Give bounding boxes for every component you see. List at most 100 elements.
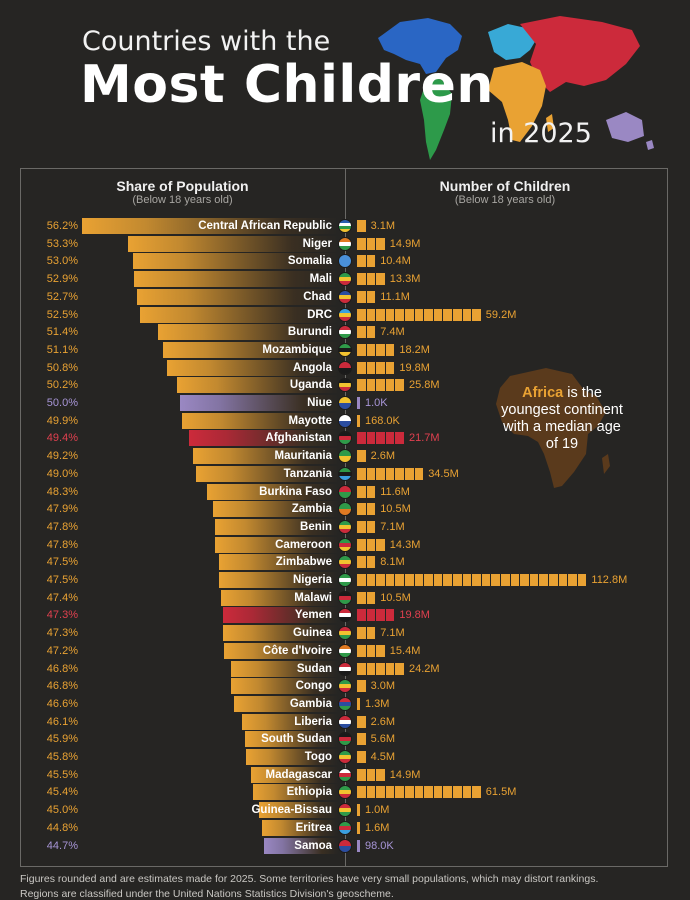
title-line-3: in 2025 bbox=[490, 118, 592, 149]
children-bar-block bbox=[414, 574, 424, 586]
country-name: Burundi bbox=[287, 326, 332, 339]
flag-icon bbox=[339, 273, 351, 286]
flag-icon bbox=[339, 821, 351, 834]
country-name: Cameroon bbox=[275, 538, 332, 551]
table-row: 53.3% Niger 14.9M bbox=[0, 235, 690, 252]
country-name: Guinea bbox=[293, 627, 332, 640]
table-row: 51.1% Mozambique 18.2M bbox=[0, 341, 690, 358]
children-label: 61.5M bbox=[485, 786, 517, 799]
table-row: 47.4% Malawi 10.5M bbox=[0, 589, 690, 606]
table-row: 46.1% Liberia 2.6M bbox=[0, 713, 690, 730]
flag-icon bbox=[339, 768, 351, 781]
children-bar-block bbox=[376, 237, 385, 250]
children-bar bbox=[357, 804, 360, 817]
children-bar-block bbox=[366, 273, 376, 286]
country-name: Mali bbox=[309, 273, 332, 286]
children-bar-block bbox=[366, 644, 376, 657]
country-name: Samoa bbox=[294, 839, 332, 852]
children-bar-block bbox=[357, 361, 366, 374]
children-bar-block bbox=[357, 538, 366, 551]
children-bar-block bbox=[424, 308, 433, 321]
country-name: Niger bbox=[302, 237, 332, 250]
share-label: 47.2% bbox=[46, 644, 78, 657]
share-bar bbox=[134, 271, 338, 288]
children-bar bbox=[357, 839, 360, 852]
children-bar-block bbox=[366, 308, 376, 321]
table-row: 47.5% Zimbabwe 8.1M bbox=[0, 554, 690, 571]
children-bar bbox=[357, 821, 360, 834]
table-row: 48.3% Burkina Faso 11.6M bbox=[0, 483, 690, 500]
flag-icon bbox=[339, 361, 351, 374]
children-bar-block bbox=[462, 786, 472, 799]
share-label: 47.3% bbox=[46, 609, 78, 622]
children-bar-block bbox=[376, 574, 385, 586]
share-label: 46.8% bbox=[46, 662, 78, 675]
footer-note-2: Regions are classified under the United … bbox=[20, 888, 394, 900]
flag-icon bbox=[339, 326, 351, 339]
children-bar-block bbox=[366, 326, 376, 339]
children-bar-block bbox=[405, 467, 414, 480]
children-bar-block bbox=[376, 308, 385, 321]
country-name: Yemen bbox=[294, 609, 332, 622]
table-row: 52.7% Chad 11.1M bbox=[0, 288, 690, 305]
children-bar-block bbox=[472, 308, 481, 321]
children-bar-block bbox=[357, 520, 366, 533]
children-label: 5.6M bbox=[370, 733, 396, 746]
table-row: 44.7% Samoa 98.0K bbox=[0, 837, 690, 854]
children-bar-block bbox=[357, 503, 366, 516]
flag-icon bbox=[339, 662, 351, 675]
children-bar-block bbox=[376, 609, 385, 622]
share-label: 45.5% bbox=[46, 768, 78, 781]
country-name: Mozambique bbox=[262, 343, 332, 356]
children-bar-block bbox=[376, 467, 385, 480]
share-bar bbox=[137, 288, 338, 305]
children-bar-block bbox=[357, 432, 366, 445]
flag-icon bbox=[339, 733, 351, 746]
children-label: 18.2M bbox=[399, 343, 430, 356]
table-row: 49.4% Afghanistan 21.7M bbox=[0, 430, 690, 447]
children-bar-block bbox=[357, 680, 366, 693]
children-label: 24.2M bbox=[409, 662, 440, 675]
share-label: 50.8% bbox=[46, 361, 78, 374]
share-bar bbox=[222, 625, 338, 642]
children-bar-block bbox=[366, 786, 376, 799]
flag-icon bbox=[339, 786, 351, 799]
children-bar-block bbox=[395, 308, 404, 321]
share-bar bbox=[219, 572, 338, 588]
country-name: Angola bbox=[293, 361, 332, 374]
share-bar bbox=[224, 642, 338, 659]
share-bar bbox=[213, 501, 338, 518]
share-label: 49.4% bbox=[46, 432, 78, 445]
chart-frame bbox=[20, 168, 668, 867]
share-bar bbox=[219, 554, 338, 571]
children-label: 8.1M bbox=[380, 556, 405, 569]
share-bar bbox=[233, 695, 338, 712]
children-bar-block bbox=[385, 786, 395, 799]
country-name: Burkina Faso bbox=[259, 485, 332, 498]
share-bar bbox=[230, 678, 338, 695]
share-bar bbox=[244, 731, 338, 748]
share-label: 44.8% bbox=[46, 821, 78, 834]
children-bar-block bbox=[395, 432, 404, 445]
world-map-icon bbox=[378, 16, 654, 160]
country-name: Chad bbox=[303, 290, 332, 303]
children-bar-block bbox=[376, 538, 385, 551]
children-bar-block bbox=[366, 662, 376, 675]
children-bar-block bbox=[366, 520, 376, 533]
children-bar bbox=[357, 397, 360, 409]
table-row: 50.2% Uganda 25.8M bbox=[0, 377, 690, 394]
children-bar-block bbox=[357, 768, 366, 781]
children-bar-block bbox=[395, 379, 404, 392]
share-bar bbox=[262, 819, 338, 836]
children-bar-block bbox=[405, 574, 414, 586]
share-label: 50.2% bbox=[46, 379, 78, 392]
children-bar-block bbox=[357, 786, 366, 799]
share-label: 48.3% bbox=[46, 485, 78, 498]
children-bar-block bbox=[366, 485, 376, 498]
children-bar-block bbox=[376, 343, 385, 356]
children-bar-block bbox=[366, 609, 376, 622]
children-bar-block bbox=[366, 361, 376, 374]
children-bar-block bbox=[357, 733, 366, 746]
children-label: 2.6M bbox=[370, 450, 396, 463]
table-row: 47.3% Guinea 7.1M bbox=[0, 625, 690, 642]
